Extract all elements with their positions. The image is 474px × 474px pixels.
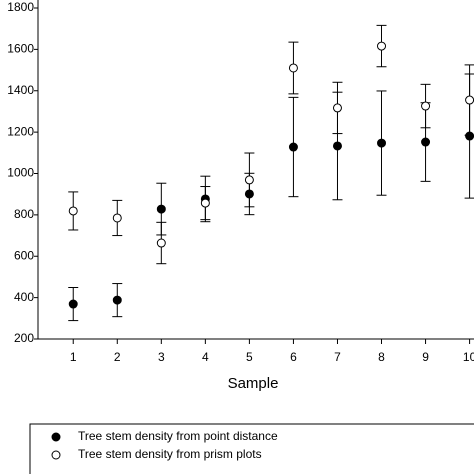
point	[244, 175, 254, 185]
y-tick-label: 1400	[7, 83, 34, 97]
point	[112, 213, 122, 223]
point	[377, 138, 387, 148]
x-tick-label: 3	[158, 350, 165, 364]
point	[377, 41, 387, 51]
point	[156, 204, 166, 214]
y-tick-label: 1600	[7, 42, 34, 56]
legend-box	[29, 423, 474, 474]
y-tick-label: 1000	[7, 166, 34, 180]
x-tick-label: 5	[246, 350, 253, 364]
point	[200, 198, 210, 208]
point	[421, 137, 431, 147]
y-tick-label: 1200	[7, 124, 34, 138]
point	[68, 299, 78, 309]
legend-marker	[51, 450, 61, 460]
legend-label: Tree stem density from point distance	[78, 429, 278, 443]
x-tick-label: 9	[422, 350, 429, 364]
x-tick-label: 2	[114, 350, 121, 364]
x-tick-label: 4	[202, 350, 209, 364]
point	[332, 141, 342, 151]
y-tick-label: 1800	[7, 0, 34, 14]
x-tick-label: 6	[290, 350, 297, 364]
y-tick-label: 400	[14, 290, 34, 304]
point	[156, 238, 166, 248]
y-tick-label: 800	[14, 207, 34, 221]
legend-marker	[51, 432, 61, 442]
x-axis-label: Sample	[228, 375, 279, 392]
point	[465, 95, 474, 105]
y-tick-label: 600	[14, 248, 34, 262]
y-tick-label: 200	[14, 331, 34, 345]
point	[112, 295, 122, 305]
x-tick-label: 1	[70, 350, 77, 364]
x-tick-label: 7	[334, 350, 341, 364]
point	[332, 103, 342, 113]
x-tick-label: 8	[378, 350, 385, 364]
point	[421, 101, 431, 111]
point	[288, 63, 298, 73]
point	[288, 142, 298, 152]
point	[68, 206, 78, 216]
legend-label: Tree stem density from prism plots	[78, 447, 262, 461]
x-tick-label: 10	[463, 350, 474, 364]
